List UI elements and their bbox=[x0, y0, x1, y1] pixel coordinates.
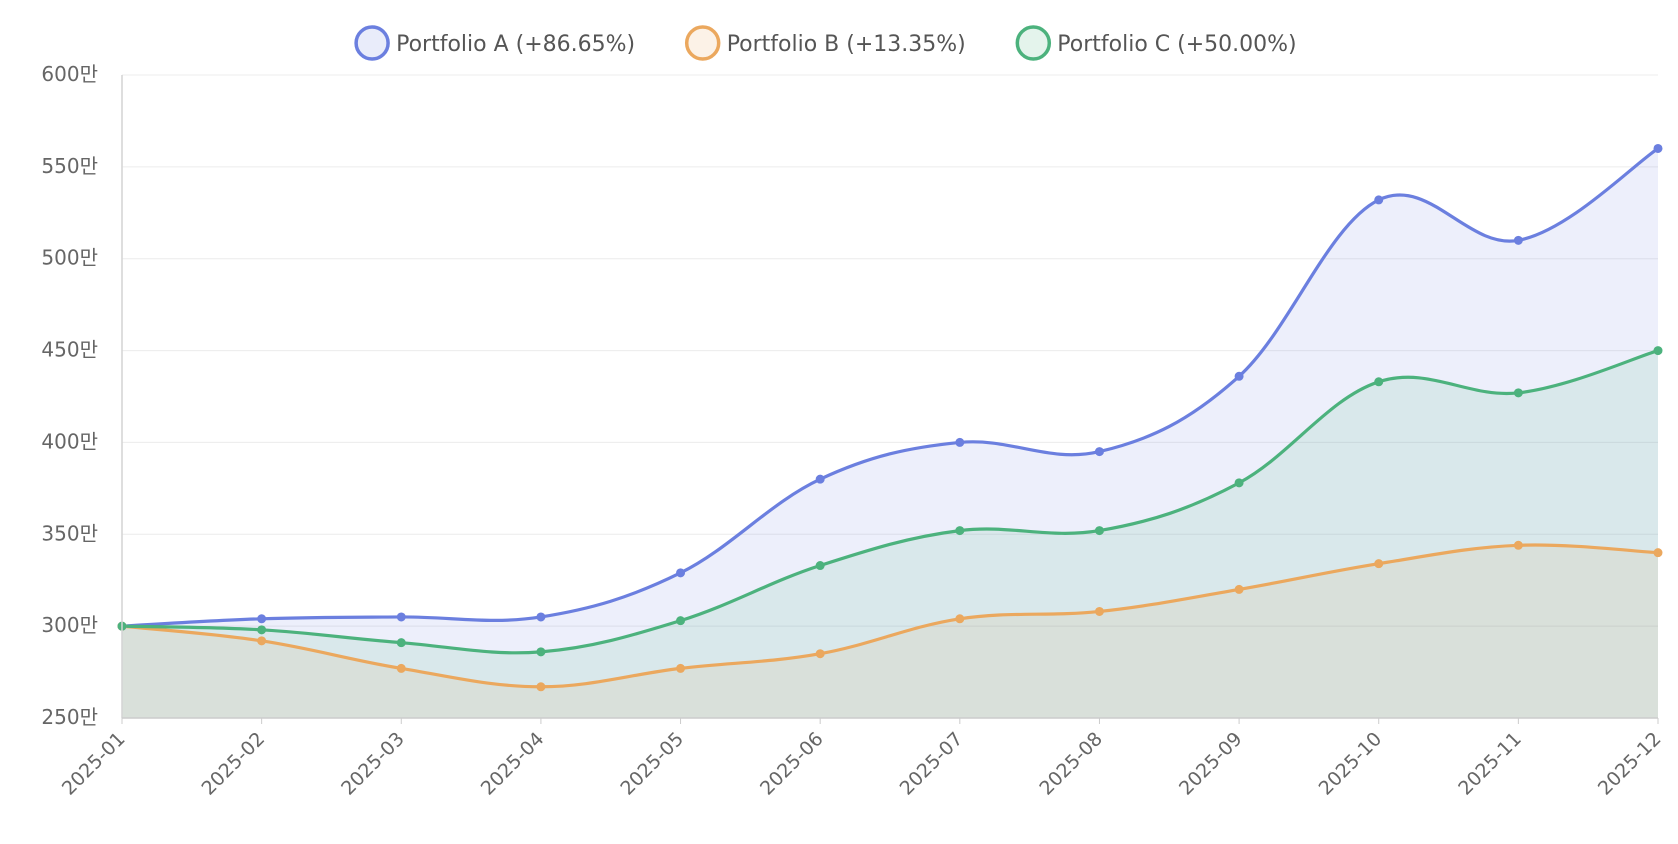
data-point[interactable] bbox=[1234, 478, 1244, 488]
data-point[interactable] bbox=[1653, 143, 1663, 153]
y-tick-label: 500만 bbox=[41, 246, 98, 270]
y-tick-label: 300만 bbox=[41, 613, 98, 637]
data-point[interactable] bbox=[1513, 388, 1523, 398]
data-point[interactable] bbox=[536, 682, 546, 692]
data-point[interactable] bbox=[815, 649, 825, 659]
y-tick-label: 400만 bbox=[41, 429, 98, 453]
data-point[interactable] bbox=[257, 636, 267, 646]
data-point[interactable] bbox=[1234, 584, 1244, 594]
data-point[interactable] bbox=[396, 612, 406, 622]
data-point[interactable] bbox=[257, 614, 267, 624]
series-area-1 bbox=[122, 148, 1658, 719]
x-tick-label: 2025-07 bbox=[896, 728, 968, 800]
data-point[interactable] bbox=[676, 568, 686, 578]
data-point[interactable] bbox=[815, 561, 825, 571]
data-point[interactable] bbox=[536, 647, 546, 657]
data-point[interactable] bbox=[815, 474, 825, 484]
data-point[interactable] bbox=[396, 638, 406, 648]
x-tick-label: 2025-11 bbox=[1454, 728, 1526, 800]
legend-label: Portfolio A (+86.65%) bbox=[396, 32, 635, 57]
series-area-2 bbox=[122, 544, 1658, 718]
data-point[interactable] bbox=[1653, 346, 1663, 356]
data-point[interactable] bbox=[1513, 540, 1523, 550]
legend-label: Portfolio B (+13.35%) bbox=[727, 32, 966, 57]
legend-item-2[interactable]: Portfolio B (+13.35%) bbox=[684, 25, 966, 61]
legend-swatch bbox=[684, 25, 721, 61]
x-tick-label: 2025-03 bbox=[337, 728, 409, 800]
y-tick-label: 250만 bbox=[41, 705, 98, 729]
data-point[interactable] bbox=[257, 625, 267, 635]
legend-swatch bbox=[1015, 25, 1052, 61]
y-tick-label: 350만 bbox=[41, 521, 98, 545]
x-tick-label: 2025-09 bbox=[1175, 728, 1247, 800]
legend[interactable]: Portfolio A (+86.65%) Portfolio B (+13.35… bbox=[354, 25, 1297, 61]
legend-item-1[interactable]: Portfolio A (+86.65%) bbox=[354, 25, 635, 61]
x-tick-label: 2025-06 bbox=[756, 728, 828, 800]
legend-swatch bbox=[354, 25, 390, 61]
data-point[interactable] bbox=[396, 663, 406, 673]
data-point[interactable] bbox=[1374, 195, 1384, 205]
data-point[interactable] bbox=[1094, 447, 1104, 457]
data-point[interactable] bbox=[1653, 548, 1663, 558]
x-tick-label: 2025-08 bbox=[1035, 728, 1107, 800]
data-point[interactable] bbox=[1374, 377, 1384, 387]
x-tick-label: 2025-10 bbox=[1315, 728, 1387, 800]
y-tick-label: 550만 bbox=[41, 154, 98, 178]
series-areas bbox=[122, 148, 1658, 719]
data-point[interactable] bbox=[955, 614, 965, 624]
data-point[interactable] bbox=[1513, 235, 1523, 245]
grid bbox=[122, 74, 1658, 719]
series-line-2 bbox=[120, 543, 1660, 689]
x-tick-label: 2025-01 bbox=[58, 728, 130, 800]
data-point[interactable] bbox=[536, 612, 546, 622]
x-tick-label: 2025-02 bbox=[197, 728, 269, 800]
y-tick-label: 600만 bbox=[41, 62, 98, 86]
x-tick-label: 2025-12 bbox=[1594, 728, 1666, 800]
x-tick-label: 2025-05 bbox=[616, 728, 688, 800]
data-point[interactable] bbox=[1094, 526, 1104, 536]
series-area-3 bbox=[122, 350, 1658, 718]
data-point[interactable] bbox=[1374, 559, 1384, 569]
data-point[interactable] bbox=[1094, 606, 1104, 616]
data-point[interactable] bbox=[955, 437, 965, 447]
data-point[interactable] bbox=[676, 663, 686, 673]
legend-label: Portfolio C (+50.00%) bbox=[1057, 32, 1296, 57]
y-tick-label: 450만 bbox=[41, 338, 98, 362]
data-point[interactable] bbox=[955, 526, 965, 536]
data-point[interactable] bbox=[676, 616, 686, 626]
x-tick-label: 2025-04 bbox=[477, 728, 549, 800]
data-point[interactable] bbox=[1234, 371, 1244, 381]
legend-item-3[interactable]: Portfolio C (+50.00%) bbox=[1015, 25, 1297, 61]
